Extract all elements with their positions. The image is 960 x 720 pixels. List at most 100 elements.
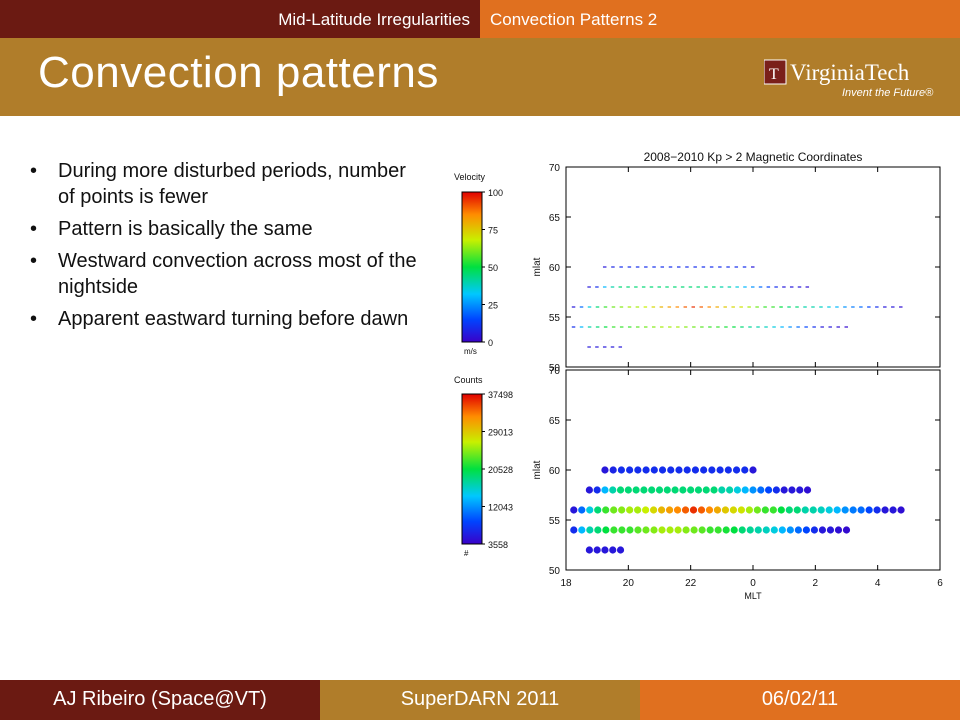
count-marker (683, 466, 691, 474)
count-marker (650, 466, 658, 474)
count-marker (741, 466, 749, 474)
count-marker (682, 526, 690, 534)
count-marker (698, 526, 706, 534)
count-marker (675, 466, 683, 474)
count-marker (786, 526, 794, 534)
section-right-label: Convection Patterns 2 (490, 10, 658, 29)
y-tick-label: 60 (549, 263, 561, 274)
count-marker (658, 526, 666, 534)
count-marker (616, 546, 625, 554)
count-marker (777, 506, 785, 514)
count-marker (694, 486, 703, 494)
footer-author: AJ Ribeiro (Space@VT) (53, 688, 267, 710)
colorbar-tick-label: 25 (488, 301, 498, 311)
count-marker (691, 466, 700, 474)
count-marker (586, 506, 594, 514)
colorbar (461, 393, 483, 545)
title-bar: Convection patterns T VirginiaTech Inven… (0, 38, 960, 116)
count-marker (610, 526, 618, 534)
count-marker (753, 506, 761, 514)
y-axis-label: mlat (532, 460, 543, 479)
count-marker (642, 466, 650, 474)
slide-title: Convection patterns (38, 48, 439, 97)
count-marker (626, 526, 634, 534)
count-marker (673, 506, 682, 514)
chart-layer: 2008−2010 Kp > 2 Magnetic Coordinates 50 5… (454, 150, 943, 601)
colorbar-tick-label: 29013 (488, 428, 513, 438)
count-marker (809, 506, 817, 514)
top-section-bar: Mid-Latitude Irregularities Convection P… (0, 0, 960, 38)
svg-text:T: T (769, 66, 779, 83)
count-marker (671, 486, 679, 494)
count-marker (634, 526, 642, 534)
count-marker (842, 526, 851, 534)
x-axis-label: MLT (744, 591, 762, 601)
count-marker (770, 526, 778, 534)
count-marker (702, 486, 710, 494)
count-marker (733, 486, 742, 494)
x-tick-label: 20 (623, 578, 635, 589)
count-marker (626, 466, 634, 474)
count-marker (729, 506, 738, 514)
count-marker (618, 506, 626, 514)
section-left: Mid-Latitude Irregularities (0, 0, 480, 38)
count-marker (578, 526, 586, 534)
count-marker (642, 506, 650, 514)
x-tick-label: 0 (750, 578, 756, 589)
bullet-list: • During more disturbed periods, number o… (28, 158, 418, 338)
count-marker (570, 506, 578, 514)
count-marker (602, 506, 610, 514)
count-marker (718, 486, 726, 494)
count-marker (663, 486, 671, 494)
count-marker (749, 486, 757, 494)
count-marker (826, 526, 835, 534)
count-marker (601, 466, 609, 474)
count-marker (665, 506, 674, 514)
footer-date-box: 06/02/11 (640, 680, 960, 720)
convection-figure: 2008−2010 Kp > 2 Magnetic Coordinates 50 5… (454, 150, 943, 601)
count-marker (632, 486, 640, 494)
count-marker (732, 466, 741, 474)
count-marker (817, 506, 825, 514)
count-marker (721, 506, 730, 514)
count-marker (681, 506, 690, 514)
count-marker (570, 526, 578, 534)
count-marker (810, 526, 819, 534)
count-marker (801, 506, 809, 514)
footer-event-box: SuperDARN 2011 (320, 680, 640, 720)
count-marker (634, 466, 642, 474)
count-marker (724, 466, 732, 474)
count-marker (722, 526, 730, 534)
count-marker (578, 506, 586, 514)
y-tick-label: 60 (549, 466, 561, 477)
count-marker (716, 466, 724, 474)
count-marker (705, 506, 714, 514)
logo-tagline: Invent the Future® (842, 87, 934, 99)
x-tick-label: 6 (937, 578, 943, 589)
y-tick-label: 50 (549, 363, 561, 374)
colorbar-tick-label: 0 (488, 338, 493, 348)
count-marker (745, 506, 753, 514)
count-marker (602, 526, 610, 534)
count-marker (764, 486, 773, 494)
y-tick-label: 70 (549, 366, 561, 377)
colorbar-title: Velocity (454, 172, 486, 182)
colorbar-tick-label: 20528 (488, 465, 513, 475)
bullet-item: • Pattern is basically the same (28, 216, 418, 242)
x-tick-label: 4 (875, 578, 881, 589)
bullet-text: During more disturbed periods, number of… (58, 160, 406, 208)
count-marker (601, 546, 609, 554)
count-marker (679, 486, 687, 494)
count-marker (889, 506, 897, 514)
y-axis-label: mlat (532, 257, 543, 276)
bullet-item: • Westward convection across most of the … (28, 248, 418, 300)
count-marker (648, 486, 656, 494)
colorbar (461, 191, 483, 343)
count-marker (690, 526, 698, 534)
bullet-item: • During more disturbed periods, number o… (28, 158, 418, 210)
count-marker (881, 506, 889, 514)
colorbar-tick-label: 100 (488, 188, 503, 198)
count-marker (788, 486, 796, 494)
footer-author-box: AJ Ribeiro (Space@VT) (0, 680, 320, 720)
count-marker (818, 526, 827, 534)
